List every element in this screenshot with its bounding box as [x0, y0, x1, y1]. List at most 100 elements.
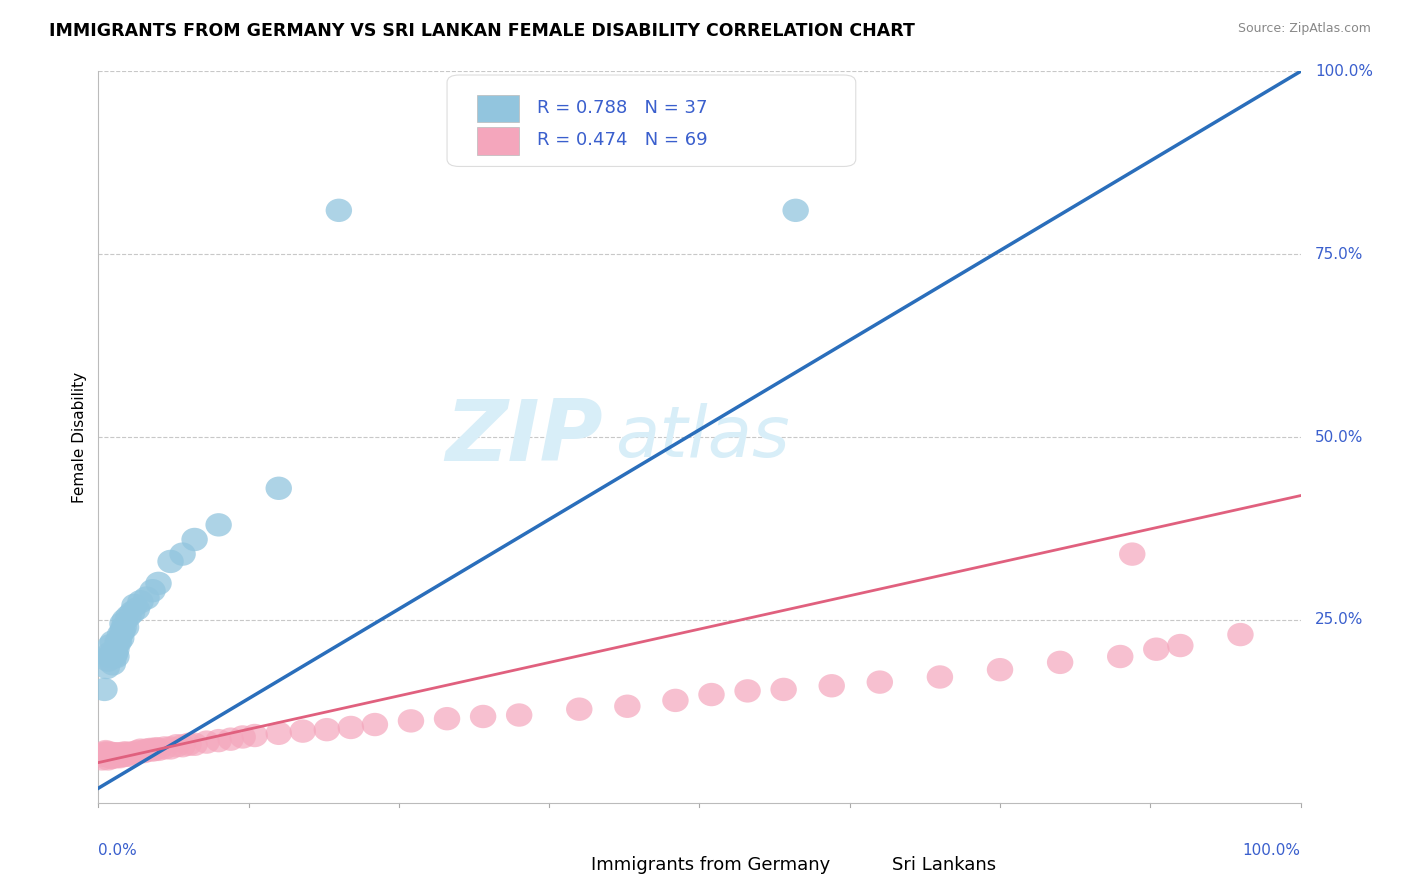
Ellipse shape	[90, 744, 117, 767]
Ellipse shape	[866, 671, 893, 694]
Ellipse shape	[110, 744, 136, 767]
Ellipse shape	[337, 715, 364, 739]
Ellipse shape	[105, 744, 132, 767]
Text: Source: ZipAtlas.com: Source: ZipAtlas.com	[1237, 22, 1371, 36]
Ellipse shape	[112, 741, 139, 764]
Ellipse shape	[128, 590, 153, 614]
Ellipse shape	[100, 744, 127, 767]
Ellipse shape	[218, 728, 243, 751]
Ellipse shape	[927, 665, 953, 689]
Ellipse shape	[1167, 634, 1194, 657]
Ellipse shape	[567, 698, 592, 721]
Ellipse shape	[120, 601, 145, 624]
Ellipse shape	[89, 747, 115, 771]
Ellipse shape	[107, 623, 134, 647]
Ellipse shape	[1047, 650, 1073, 674]
Ellipse shape	[266, 476, 292, 500]
Ellipse shape	[111, 744, 138, 767]
Ellipse shape	[662, 689, 689, 712]
Text: 25.0%: 25.0%	[1315, 613, 1364, 627]
Ellipse shape	[314, 718, 340, 741]
Y-axis label: Female Disability: Female Disability	[72, 371, 87, 503]
Ellipse shape	[145, 738, 172, 761]
Ellipse shape	[97, 641, 124, 665]
Ellipse shape	[128, 739, 153, 762]
FancyBboxPatch shape	[477, 95, 519, 122]
Ellipse shape	[152, 736, 177, 760]
FancyBboxPatch shape	[531, 852, 574, 880]
Ellipse shape	[108, 743, 135, 766]
Ellipse shape	[205, 513, 232, 537]
Ellipse shape	[987, 658, 1014, 681]
Text: 100.0%: 100.0%	[1315, 64, 1374, 78]
Ellipse shape	[121, 593, 148, 617]
Ellipse shape	[97, 745, 124, 768]
Ellipse shape	[181, 528, 208, 551]
Ellipse shape	[103, 645, 129, 668]
Ellipse shape	[169, 734, 195, 757]
Ellipse shape	[1143, 638, 1170, 661]
Text: 100.0%: 100.0%	[1243, 843, 1301, 858]
Ellipse shape	[163, 734, 190, 757]
Ellipse shape	[181, 732, 208, 756]
Ellipse shape	[470, 705, 496, 728]
Ellipse shape	[97, 741, 124, 764]
Ellipse shape	[91, 678, 118, 701]
Ellipse shape	[96, 645, 122, 668]
Ellipse shape	[104, 630, 131, 654]
Ellipse shape	[98, 746, 125, 769]
Ellipse shape	[143, 737, 169, 760]
Ellipse shape	[105, 630, 132, 654]
Ellipse shape	[134, 586, 160, 610]
Ellipse shape	[91, 741, 118, 764]
Ellipse shape	[107, 745, 134, 768]
Ellipse shape	[361, 713, 388, 736]
Text: R = 0.788   N = 37: R = 0.788 N = 37	[537, 99, 707, 117]
Ellipse shape	[103, 742, 128, 765]
Ellipse shape	[770, 678, 797, 701]
Ellipse shape	[134, 739, 160, 762]
Text: ZIP: ZIP	[446, 395, 603, 479]
Ellipse shape	[94, 656, 120, 679]
Ellipse shape	[1119, 542, 1146, 566]
Ellipse shape	[506, 703, 533, 727]
Ellipse shape	[101, 745, 128, 768]
Text: IMMIGRANTS FROM GERMANY VS SRI LANKAN FEMALE DISABILITY CORRELATION CHART: IMMIGRANTS FROM GERMANY VS SRI LANKAN FE…	[49, 22, 915, 40]
Ellipse shape	[782, 199, 808, 222]
Ellipse shape	[614, 695, 641, 718]
Ellipse shape	[112, 615, 139, 639]
Ellipse shape	[434, 707, 460, 731]
Ellipse shape	[229, 725, 256, 748]
FancyBboxPatch shape	[832, 852, 873, 880]
Ellipse shape	[98, 645, 125, 668]
Ellipse shape	[94, 741, 120, 764]
Ellipse shape	[103, 745, 129, 768]
Ellipse shape	[94, 747, 121, 771]
Ellipse shape	[139, 739, 166, 762]
Ellipse shape	[110, 612, 136, 635]
Ellipse shape	[139, 579, 166, 602]
Ellipse shape	[734, 679, 761, 703]
Text: Immigrants from Germany: Immigrants from Germany	[592, 856, 831, 874]
Ellipse shape	[118, 741, 143, 764]
Ellipse shape	[157, 736, 184, 760]
Ellipse shape	[266, 722, 292, 745]
Ellipse shape	[111, 615, 136, 639]
FancyBboxPatch shape	[447, 75, 856, 167]
Ellipse shape	[97, 634, 124, 657]
Ellipse shape	[1107, 645, 1133, 668]
Ellipse shape	[100, 630, 127, 654]
Ellipse shape	[1227, 623, 1254, 647]
Ellipse shape	[104, 742, 131, 765]
Ellipse shape	[103, 638, 129, 661]
Ellipse shape	[326, 199, 352, 222]
Ellipse shape	[115, 744, 142, 767]
Text: R = 0.474   N = 69: R = 0.474 N = 69	[537, 131, 707, 149]
Ellipse shape	[157, 549, 184, 574]
FancyBboxPatch shape	[477, 127, 519, 154]
Ellipse shape	[111, 608, 138, 632]
Ellipse shape	[136, 738, 163, 761]
Ellipse shape	[290, 720, 316, 743]
Ellipse shape	[242, 723, 269, 747]
Ellipse shape	[100, 652, 127, 675]
